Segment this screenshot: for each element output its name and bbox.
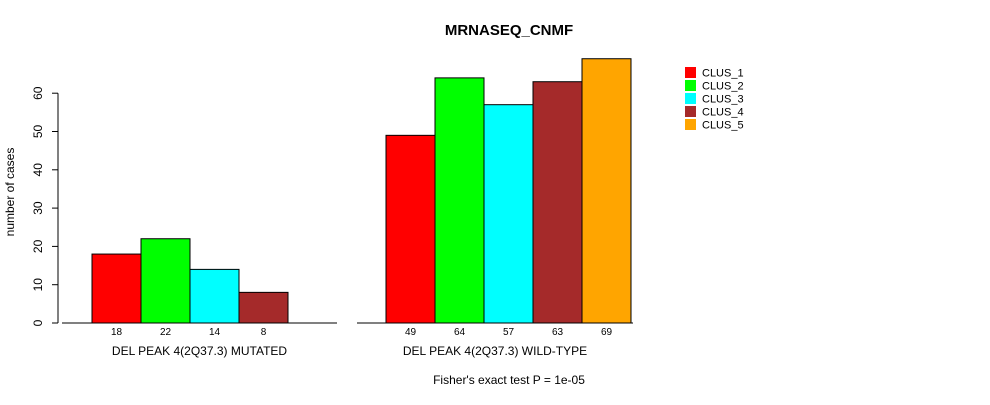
group-label: DEL PEAK 4(2Q37.3) WILD-TYPE: [403, 344, 587, 358]
legend-swatch: [685, 93, 696, 104]
bar-clus-4: [532, 81, 583, 324]
bar-group: 49 64 57 63 69 DEL PEAK 4(2Q37.3) WILD-TYPE: [357, 58, 633, 358]
bar-clus-3: [483, 104, 534, 324]
bar-clus-3: [189, 268, 240, 324]
y-axis-label: number of cases: [3, 148, 17, 237]
legend-swatch: [685, 119, 696, 130]
bar-count-label: 64: [454, 327, 466, 338]
legend-swatch: [685, 67, 696, 78]
bar-count-label: 8: [261, 327, 267, 338]
legend-label: CLUS_4: [702, 107, 744, 119]
bar-clus-2: [140, 238, 191, 324]
legend-swatch: [685, 106, 696, 117]
bar-groups: 18 22 14 8 DEL PEAK 4(2Q37.3) MUTATED 49 64 57 6…: [62, 58, 633, 358]
legend-swatch: [685, 80, 696, 91]
legend-label: CLUS_3: [702, 94, 744, 106]
legend-label: CLUS_5: [702, 120, 744, 132]
bar-count-label: 14: [209, 327, 221, 338]
fisher-test-note: Fisher's exact test P = 1e-05: [433, 373, 585, 387]
bar-clus-2: [434, 77, 485, 324]
bar-count-label: 18: [111, 327, 123, 338]
bar-group: 18 22 14 8 DEL PEAK 4(2Q37.3) MUTATED: [62, 238, 337, 358]
y-tick-label: 20: [31, 239, 45, 253]
bar-count-label: 22: [160, 327, 172, 338]
bar-count-label: 69: [601, 327, 613, 338]
chart-title: MRNASEQ_CNMF: [445, 22, 573, 39]
bar-count-label: 49: [405, 327, 417, 338]
bar-clus-1: [91, 253, 142, 324]
bar-count-label: 63: [552, 327, 564, 338]
group-label: DEL PEAK 4(2Q37.3) MUTATED: [112, 344, 287, 358]
bar-clus-4: [238, 291, 289, 324]
bar-count-label: 57: [503, 327, 515, 338]
bar-clus-5: [581, 58, 632, 324]
y-tick-label: 40: [31, 163, 45, 177]
y-tick-label: 50: [31, 125, 45, 139]
legend-label: CLUS_1: [702, 68, 744, 80]
y-tick-label: 0: [31, 319, 45, 326]
legend-label: CLUS_2: [702, 81, 744, 93]
bar-clus-1: [385, 134, 436, 324]
y-tick-label: 30: [31, 201, 45, 215]
y-tick-label: 60: [31, 86, 45, 100]
y-tick-label: 10: [31, 278, 45, 292]
y-axis: 0 10 20 30 40 50 60: [31, 86, 59, 326]
